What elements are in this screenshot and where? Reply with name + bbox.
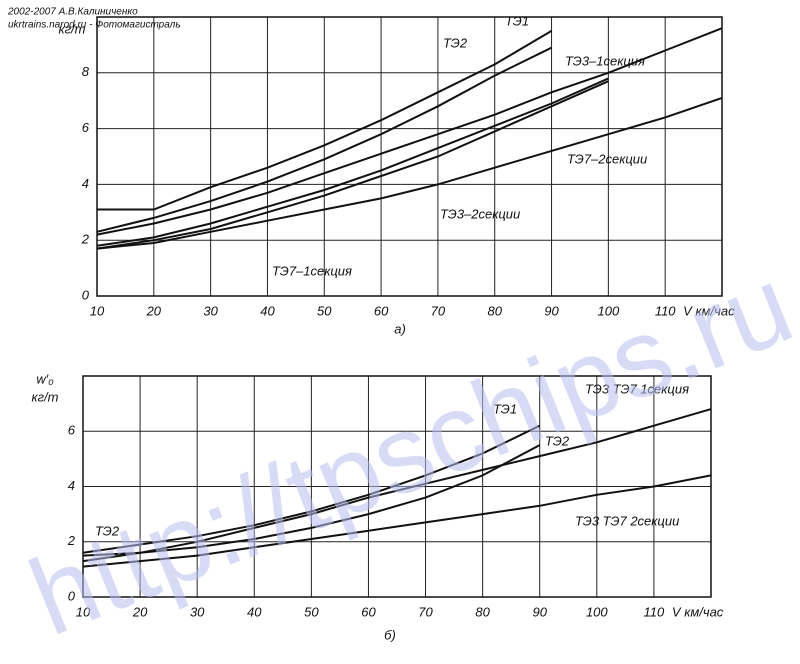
- y-tick-label: 6: [82, 120, 90, 135]
- credit: ukrtrains.narod.ru - Фотомагистраль: [8, 20, 181, 31]
- series-label: ТЭ7–2секции: [567, 151, 647, 166]
- y-tick-label: 4: [68, 478, 75, 493]
- data-line: [96, 77, 609, 247]
- x-tick-label: 20: [146, 303, 162, 318]
- x-tick-label: 110: [655, 303, 676, 318]
- x-tick-label: 10: [76, 604, 91, 619]
- series-label: ТЭ3 ТЭ7 1секция: [585, 381, 689, 396]
- data-line: [82, 444, 541, 557]
- data-line: [96, 46, 552, 233]
- series-label: ТЭ3–2секции: [440, 206, 520, 221]
- data-line: [82, 408, 712, 563]
- y-tick-label: 2: [67, 533, 76, 548]
- data-line: [96, 80, 609, 250]
- credit: 2002-2007 А.В.Калиниченко: [7, 7, 138, 18]
- data-line: [96, 27, 723, 236]
- y-tick-label: 0: [82, 287, 90, 302]
- series-label: ТЭ2: [443, 35, 468, 50]
- y-tick-label: 8: [82, 64, 90, 79]
- y-axis-label: кг/т: [59, 21, 86, 36]
- x-tick-label: 60: [374, 303, 389, 318]
- x-tick-label: 40: [260, 303, 275, 318]
- series-label: ТЭ3 ТЭ7 2секции: [575, 513, 679, 528]
- x-tick-label: 30: [203, 303, 218, 318]
- x-tick-label: 50: [317, 303, 332, 318]
- data-line: [82, 474, 712, 568]
- x-tick-label: 80: [487, 303, 502, 318]
- x-tick-label: 40: [247, 604, 262, 619]
- x-axis-label: V км/час: [672, 604, 724, 619]
- y-tick-label: 2: [81, 232, 90, 247]
- data-line: [96, 96, 723, 250]
- chart-caption: а): [394, 321, 406, 336]
- x-tick-label: 110: [644, 604, 665, 619]
- series-label: ТЭ7–1секция: [272, 263, 352, 278]
- y-tick-label: 4: [82, 176, 89, 191]
- chart-caption: б): [384, 627, 396, 642]
- x-tick-label: 70: [431, 303, 446, 318]
- x-tick-label: 90: [544, 303, 559, 318]
- series-label: ТЭ3–1секция: [565, 53, 645, 68]
- series-label: ТЭ1: [505, 13, 529, 28]
- data-line: [82, 424, 541, 554]
- data-line: [97, 30, 553, 211]
- y-axis-label: кг/т: [32, 389, 59, 404]
- x-tick-label: 20: [132, 604, 148, 619]
- x-tick-label: 10: [90, 303, 105, 318]
- annotation: ТЭ2: [95, 523, 120, 538]
- plot-frame: [96, 16, 723, 297]
- plot-frame: [82, 375, 712, 598]
- x-axis-label: V км/час: [683, 303, 735, 318]
- x-tick-label: 50: [304, 604, 319, 619]
- x-tick-label: 100: [598, 303, 620, 318]
- y-tick-label: 6: [68, 423, 76, 438]
- x-tick-label: 100: [586, 604, 608, 619]
- x-tick-label: 90: [532, 604, 547, 619]
- x-tick-label: 60: [361, 604, 376, 619]
- series-label: ТЭ2: [545, 433, 570, 448]
- x-tick-label: 30: [190, 604, 205, 619]
- x-tick-label: 70: [418, 604, 433, 619]
- y-axis-symbol: w′₀: [36, 371, 54, 386]
- series-label: ТЭ1: [493, 401, 517, 416]
- y-tick-label: 0: [68, 588, 76, 603]
- x-tick-label: 80: [475, 604, 490, 619]
